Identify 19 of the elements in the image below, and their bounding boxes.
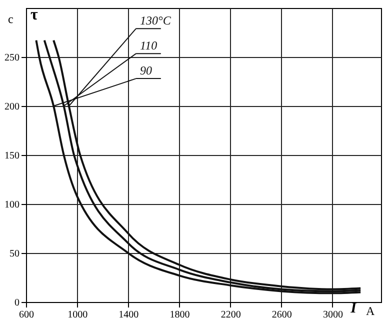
y-tick-label: 200	[4, 102, 20, 112]
x-tick-label: 3000	[322, 310, 343, 320]
legend-label: 110	[140, 38, 158, 53]
y-tick-label: 50	[10, 248, 20, 260]
x-tick-label: 1000	[68, 310, 88, 320]
x-tick-label: 2200	[220, 310, 241, 320]
legend-label: 90	[140, 64, 152, 78]
text: c	[8, 12, 14, 26]
y-tick-label: 0	[14, 298, 20, 308]
x-tick-label: 1800	[170, 310, 190, 320]
y-tick-label: 250	[4, 52, 20, 64]
x-tick-label: 2600	[272, 310, 292, 320]
y-tick-label: 100	[4, 200, 20, 210]
x-tick-label: 600	[19, 310, 34, 320]
text: 130°C	[140, 14, 172, 28]
text: A	[366, 304, 375, 318]
y-axis-title: τ	[30, 6, 38, 24]
y-tick-label: 150	[4, 150, 20, 162]
x-tick-label: 1400	[118, 310, 139, 320]
